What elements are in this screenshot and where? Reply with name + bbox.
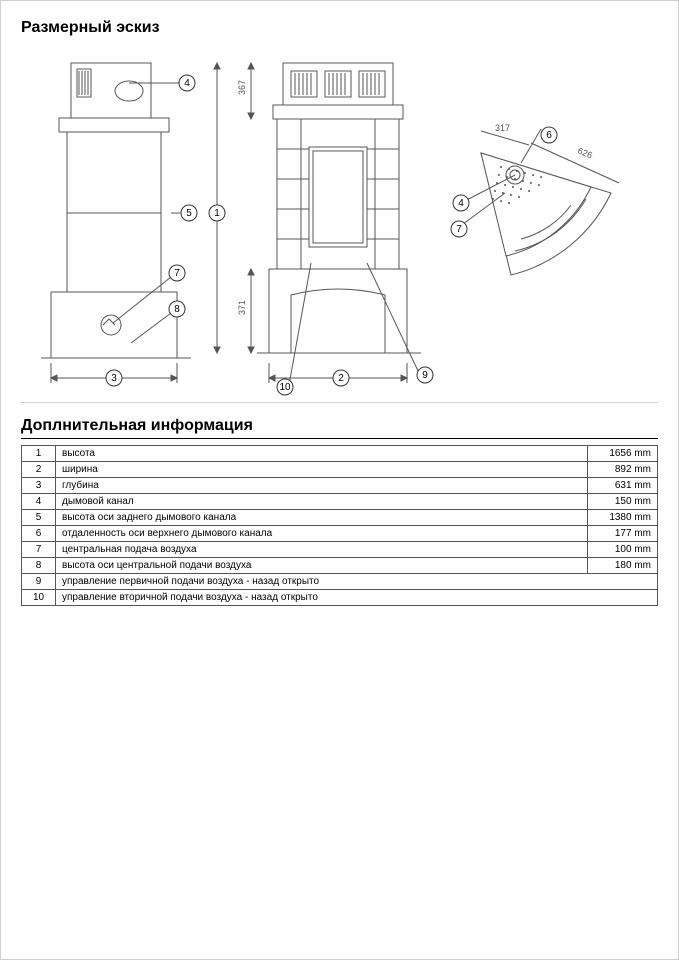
row-label: высота оси заднего дымового канала — [56, 510, 588, 526]
dim-626: 626 — [576, 146, 594, 161]
table-row: 9управление первичной подачи воздуха - н… — [22, 574, 658, 590]
plan-view: 317 626 — [459, 123, 619, 275]
svg-text:5: 5 — [186, 208, 192, 219]
svg-text:2: 2 — [338, 373, 344, 384]
table-row: 2ширина892 mm — [22, 462, 658, 478]
row-index: 7 — [22, 542, 56, 558]
row-label: отдаленность оси верхнего дымового канал… — [56, 526, 588, 542]
svg-text:9: 9 — [422, 370, 428, 381]
svg-text:7: 7 — [174, 268, 180, 279]
sketch-svg: 367 371 — [21, 43, 660, 403]
row-index: 10 — [22, 590, 56, 606]
svg-text:1: 1 — [214, 208, 220, 219]
table-row: 3глубина631 mm — [22, 478, 658, 494]
row-value: 892 mm — [588, 462, 658, 478]
row-index: 6 — [22, 526, 56, 542]
row-value: 100 mm — [588, 542, 658, 558]
table-row: 1высота1656 mm — [22, 446, 658, 462]
svg-text:4: 4 — [184, 78, 190, 89]
row-label: высота — [56, 446, 588, 462]
dimensional-sketch: 367 371 — [21, 43, 658, 403]
row-index: 5 — [22, 510, 56, 526]
row-label: глубина — [56, 478, 588, 494]
row-index: 3 — [22, 478, 56, 494]
svg-text:8: 8 — [174, 304, 180, 315]
row-index: 8 — [22, 558, 56, 574]
row-label: ширина — [56, 462, 588, 478]
table-row: 5высота оси заднего дымового канала1380 … — [22, 510, 658, 526]
page: Размерный эскиз — [0, 0, 679, 960]
row-index: 4 — [22, 494, 56, 510]
table-row: 10управление вторичной подачи воздуха - … — [22, 590, 658, 606]
row-label: высота оси центральной подачи воздуха — [56, 558, 588, 574]
table-row: 8высота оси центральной подачи воздуха18… — [22, 558, 658, 574]
row-label: управление первичной подачи воздуха - на… — [56, 574, 658, 590]
info-title: Доплнительная информация — [21, 417, 658, 439]
table-row: 7центральная подача воздуха100 mm — [22, 542, 658, 558]
table-row: 6отдаленность оси верхнего дымового кана… — [22, 526, 658, 542]
row-value: 1380 mm — [588, 510, 658, 526]
svg-text:6: 6 — [546, 130, 552, 141]
svg-text:10: 10 — [279, 382, 291, 393]
svg-text:7: 7 — [456, 224, 462, 235]
table-row: 4дымовой канал150 mm — [22, 494, 658, 510]
spec-table: 1высота1656 mm2ширина892 mm3глубина631 m… — [21, 445, 658, 606]
row-index: 9 — [22, 574, 56, 590]
dim-367: 367 — [237, 80, 247, 95]
row-value: 1656 mm — [588, 446, 658, 462]
row-value: 177 mm — [588, 526, 658, 542]
front-view: 367 371 — [214, 63, 421, 385]
row-value: 180 mm — [588, 558, 658, 574]
dim-317: 317 — [495, 123, 510, 133]
sketch-title: Размерный эскиз — [21, 19, 658, 37]
row-index: 2 — [22, 462, 56, 478]
row-index: 1 — [22, 446, 56, 462]
row-label: дымовой канал — [56, 494, 588, 510]
row-label: центральная подача воздуха — [56, 542, 588, 558]
svg-text:4: 4 — [458, 198, 464, 209]
dim-371: 371 — [237, 300, 247, 315]
row-value: 631 mm — [588, 478, 658, 494]
row-value: 150 mm — [588, 494, 658, 510]
svg-text:3: 3 — [111, 373, 117, 384]
side-view — [41, 63, 191, 383]
row-label: управление вторичной подачи воздуха - на… — [56, 590, 658, 606]
